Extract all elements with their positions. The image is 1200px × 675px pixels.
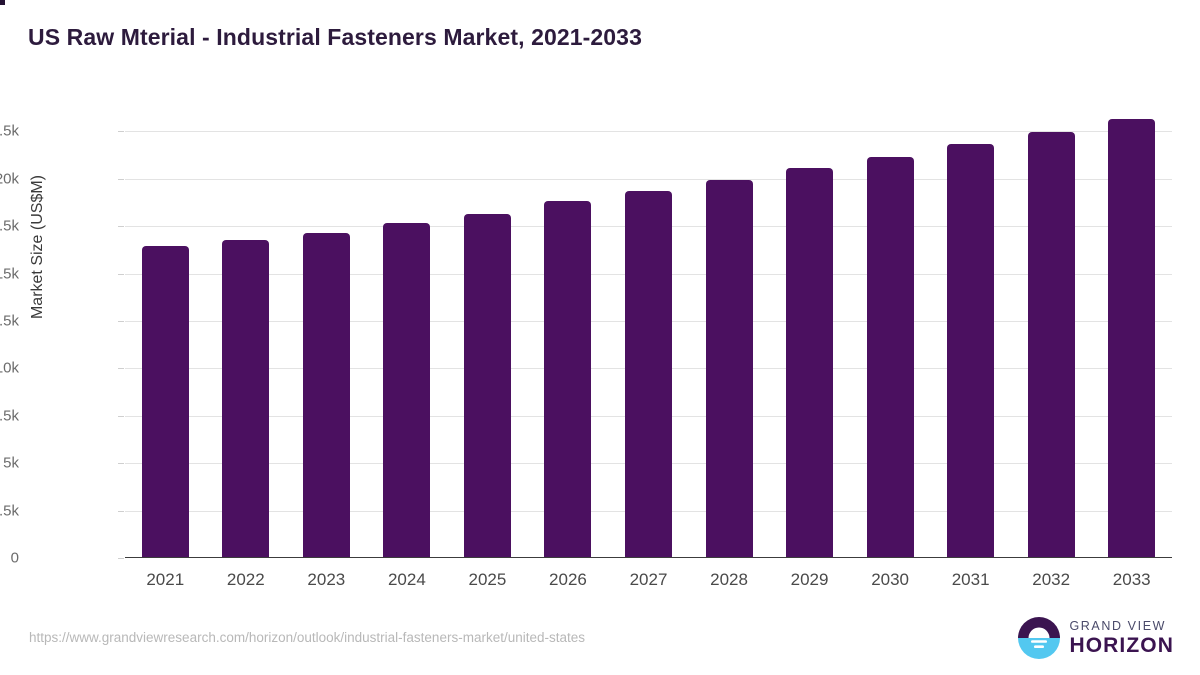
x-tick-label-2021: 2021: [146, 570, 185, 589]
bar-2033[interactable]: [1108, 118, 1156, 557]
x-tick-label-2030: 2030: [871, 570, 910, 589]
bars-group: [125, 100, 1172, 558]
gridline: [125, 178, 1172, 180]
bar-2026[interactable]: [544, 201, 592, 557]
y-tick-label: 0: [10, 549, 19, 567]
y-tick-mark: [118, 510, 124, 512]
y-tick-label: 5k: [3, 454, 19, 472]
page-title: US Raw Mterial - Industrial Fasteners Ma…: [28, 24, 642, 50]
y-tick-mark: [118, 178, 124, 180]
bar-2025[interactable]: [463, 213, 511, 557]
y-tick-mark: [118, 558, 124, 559]
y-tick-label: 7.5k: [0, 407, 19, 425]
bar-2022[interactable]: [222, 240, 270, 557]
x-tick-label-2025: 2025: [468, 570, 507, 589]
y-tick-mark: [118, 273, 124, 275]
bar-2029[interactable]: [786, 168, 834, 557]
bar-2032[interactable]: [1027, 132, 1075, 557]
y-tick-mark: [118, 415, 124, 417]
bar-2021[interactable]: [141, 245, 189, 557]
y-tick-mark: [118, 320, 124, 322]
corner-artifact: [0, 0, 5, 5]
x-tick-label-2029: 2029: [790, 570, 829, 589]
x-tick-label-2032: 2032: [1032, 570, 1071, 589]
x-tick-label-2031: 2031: [951, 570, 990, 589]
horizon-circle-icon: [1018, 617, 1061, 659]
x-tick-label-2033: 2033: [1112, 570, 1151, 589]
y-tick-label: 12.5k: [0, 312, 19, 330]
x-tick-label-2022: 2022: [226, 570, 265, 589]
y-axis-title: Market Size (US$M): [29, 174, 46, 320]
y-tick-label: 20k: [0, 170, 19, 188]
y-tick-label: 15k: [0, 265, 19, 283]
y-tick-mark: [118, 131, 124, 133]
gridline: [125, 131, 1172, 133]
y-tick-label: 10k: [0, 359, 19, 377]
x-tick-label-2026: 2026: [549, 570, 587, 589]
bar-2023[interactable]: [302, 232, 350, 557]
bar-2031[interactable]: [947, 143, 995, 557]
y-tick-label: 22.5k: [0, 122, 19, 140]
logo-text-line1: GRAND VIEW: [1069, 618, 1167, 633]
bar-2027[interactable]: [625, 190, 672, 557]
x-tick-label-2024: 2024: [387, 570, 426, 589]
y-tick-mark: [118, 226, 124, 228]
logo-text-line2: HORIZON: [1069, 634, 1174, 658]
y-tick-label: 17.5k: [0, 217, 19, 235]
y-tick-mark: [118, 368, 124, 370]
bar-2024[interactable]: [383, 223, 431, 557]
x-tick-label-2028: 2028: [710, 570, 748, 589]
y-tick-mark: [118, 463, 124, 465]
bar-2028[interactable]: [705, 179, 753, 557]
plot-area: [118, 100, 1172, 559]
x-tick-label-2027: 2027: [629, 570, 668, 589]
x-axis-line: [125, 556, 1172, 558]
source-url[interactable]: https://www.grandviewresearch.com/horizo…: [29, 630, 585, 645]
grand-view-horizon-logo[interactable]: GRAND VIEW HORIZON: [1018, 617, 1174, 659]
bar-2030[interactable]: [866, 156, 914, 557]
logo-text: GRAND VIEW HORIZON: [1069, 620, 1174, 657]
x-tick-label-2023: 2023: [307, 570, 346, 589]
y-tick-label: 2.5k: [0, 502, 19, 520]
